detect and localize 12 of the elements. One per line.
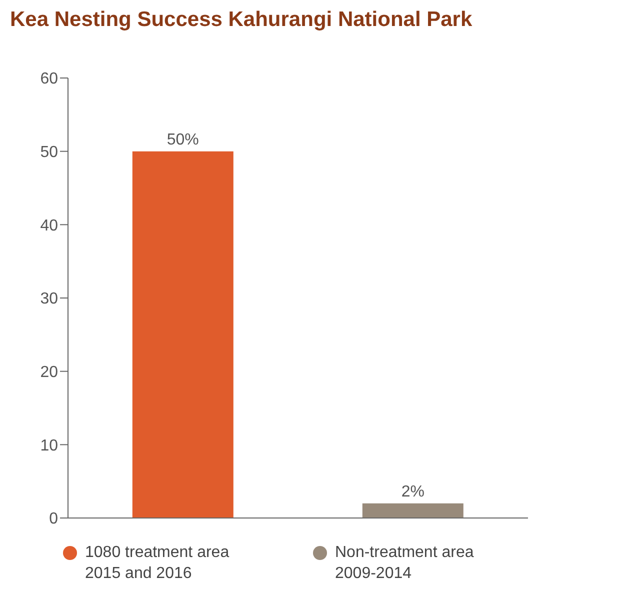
legend-label: Non-treatment area 2009-2014 <box>335 543 475 584</box>
y-tick-label: 0 <box>49 510 58 528</box>
data-label: 50% <box>166 131 199 148</box>
chart-title: Kea Nesting Success Kahurangi National Park <box>10 8 474 32</box>
y-tick-label: 50 <box>40 144 58 162</box>
legend-label: 1080 treatment area 2015 and 2016 <box>85 543 230 584</box>
y-tick-label: 30 <box>40 290 58 308</box>
y-tick-label: 60 <box>40 70 58 88</box>
data-label: 2% <box>401 483 424 500</box>
y-tick-label: 40 <box>40 217 58 234</box>
y-tick-label: 20 <box>40 364 58 382</box>
y-tick-label: 10 <box>40 437 58 454</box>
